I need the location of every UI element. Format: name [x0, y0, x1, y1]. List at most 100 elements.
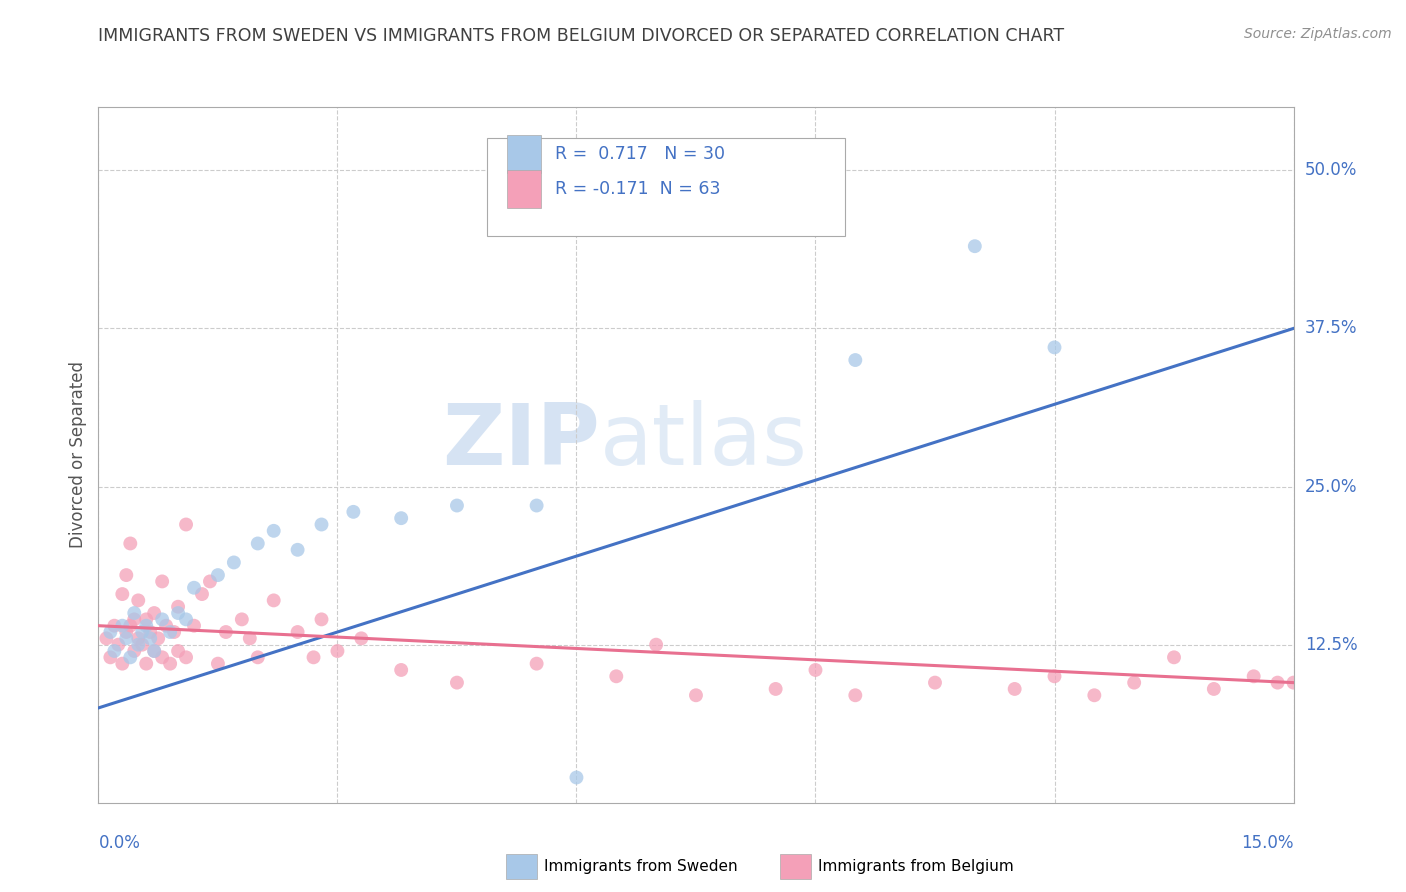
Point	[239, 632, 262, 646]
Text: Immigrants from Belgium: Immigrants from Belgium	[818, 859, 1014, 873]
Point	[1004, 681, 1026, 696]
Point	[98, 650, 122, 665]
Point	[963, 239, 986, 253]
Point	[127, 632, 149, 646]
Text: ZIP: ZIP	[443, 400, 600, 483]
Point	[159, 657, 181, 671]
Point	[207, 568, 229, 582]
Point	[565, 771, 588, 785]
Point	[174, 650, 197, 665]
Point	[804, 663, 827, 677]
Text: 0.0%: 0.0%	[98, 834, 141, 852]
Point	[844, 353, 866, 368]
Point	[124, 644, 146, 658]
Point	[263, 524, 285, 538]
Point	[246, 536, 269, 550]
Point	[107, 638, 129, 652]
FancyBboxPatch shape	[486, 138, 845, 235]
Point	[155, 618, 177, 632]
Point	[159, 625, 181, 640]
Point	[163, 625, 186, 640]
Point	[231, 612, 253, 626]
Point	[98, 625, 122, 640]
Point	[1282, 675, 1305, 690]
Text: 25.0%: 25.0%	[1305, 477, 1357, 496]
Point	[167, 644, 190, 658]
Point	[143, 644, 166, 658]
Point	[526, 657, 548, 671]
Point	[183, 581, 205, 595]
Point	[389, 511, 412, 525]
Point	[150, 612, 173, 626]
Text: R =  0.717   N = 30: R = 0.717 N = 30	[555, 145, 725, 163]
Point	[207, 657, 229, 671]
Point	[135, 657, 157, 671]
Point	[139, 632, 162, 646]
Point	[1243, 669, 1265, 683]
Point	[350, 632, 373, 646]
Point	[183, 618, 205, 632]
Point	[215, 625, 238, 640]
Point	[342, 505, 364, 519]
Text: R = -0.171  N = 63: R = -0.171 N = 63	[555, 180, 720, 198]
Point	[287, 542, 309, 557]
Point	[1267, 675, 1289, 690]
Point	[174, 517, 197, 532]
Point	[287, 625, 309, 640]
Text: 37.5%: 37.5%	[1305, 319, 1357, 337]
Point	[446, 675, 468, 690]
Point	[115, 625, 138, 640]
Point	[311, 517, 333, 532]
Point	[150, 650, 173, 665]
Point	[1043, 340, 1066, 354]
FancyBboxPatch shape	[508, 135, 540, 173]
Point	[326, 644, 349, 658]
Point	[131, 638, 153, 652]
Point	[167, 599, 190, 614]
Point	[311, 612, 333, 626]
Point	[389, 663, 412, 677]
Point	[1202, 681, 1225, 696]
Point	[924, 675, 946, 690]
Point	[148, 632, 170, 646]
Text: Immigrants from Sweden: Immigrants from Sweden	[544, 859, 738, 873]
Point	[685, 688, 707, 702]
FancyBboxPatch shape	[508, 169, 540, 208]
Point	[127, 638, 149, 652]
Point	[844, 688, 866, 702]
Point	[103, 618, 125, 632]
Point	[302, 650, 325, 665]
Point	[198, 574, 221, 589]
Point	[120, 650, 142, 665]
Point	[645, 638, 668, 652]
Point	[263, 593, 285, 607]
Point	[174, 612, 197, 626]
Point	[526, 499, 548, 513]
Point	[115, 568, 138, 582]
Point	[191, 587, 214, 601]
Text: 12.5%: 12.5%	[1305, 636, 1357, 654]
Point	[103, 644, 125, 658]
Point	[143, 606, 166, 620]
Text: atlas: atlas	[600, 400, 808, 483]
Text: Source: ZipAtlas.com: Source: ZipAtlas.com	[1244, 27, 1392, 41]
Y-axis label: Divorced or Separated: Divorced or Separated	[69, 361, 87, 549]
Point	[1043, 669, 1066, 683]
Point	[115, 632, 138, 646]
Text: 50.0%: 50.0%	[1305, 161, 1357, 179]
Point	[167, 606, 190, 620]
Point	[1123, 675, 1146, 690]
Point	[124, 606, 146, 620]
Point	[139, 625, 162, 640]
Point	[120, 618, 142, 632]
Point	[1083, 688, 1105, 702]
Text: 15.0%: 15.0%	[1241, 834, 1294, 852]
Point	[111, 618, 134, 632]
Point	[446, 499, 468, 513]
Point	[111, 587, 134, 601]
Point	[135, 618, 157, 632]
Point	[124, 612, 146, 626]
Point	[120, 536, 142, 550]
Text: IMMIGRANTS FROM SWEDEN VS IMMIGRANTS FROM BELGIUM DIVORCED OR SEPARATED CORRELAT: IMMIGRANTS FROM SWEDEN VS IMMIGRANTS FRO…	[98, 27, 1064, 45]
Point	[150, 574, 173, 589]
